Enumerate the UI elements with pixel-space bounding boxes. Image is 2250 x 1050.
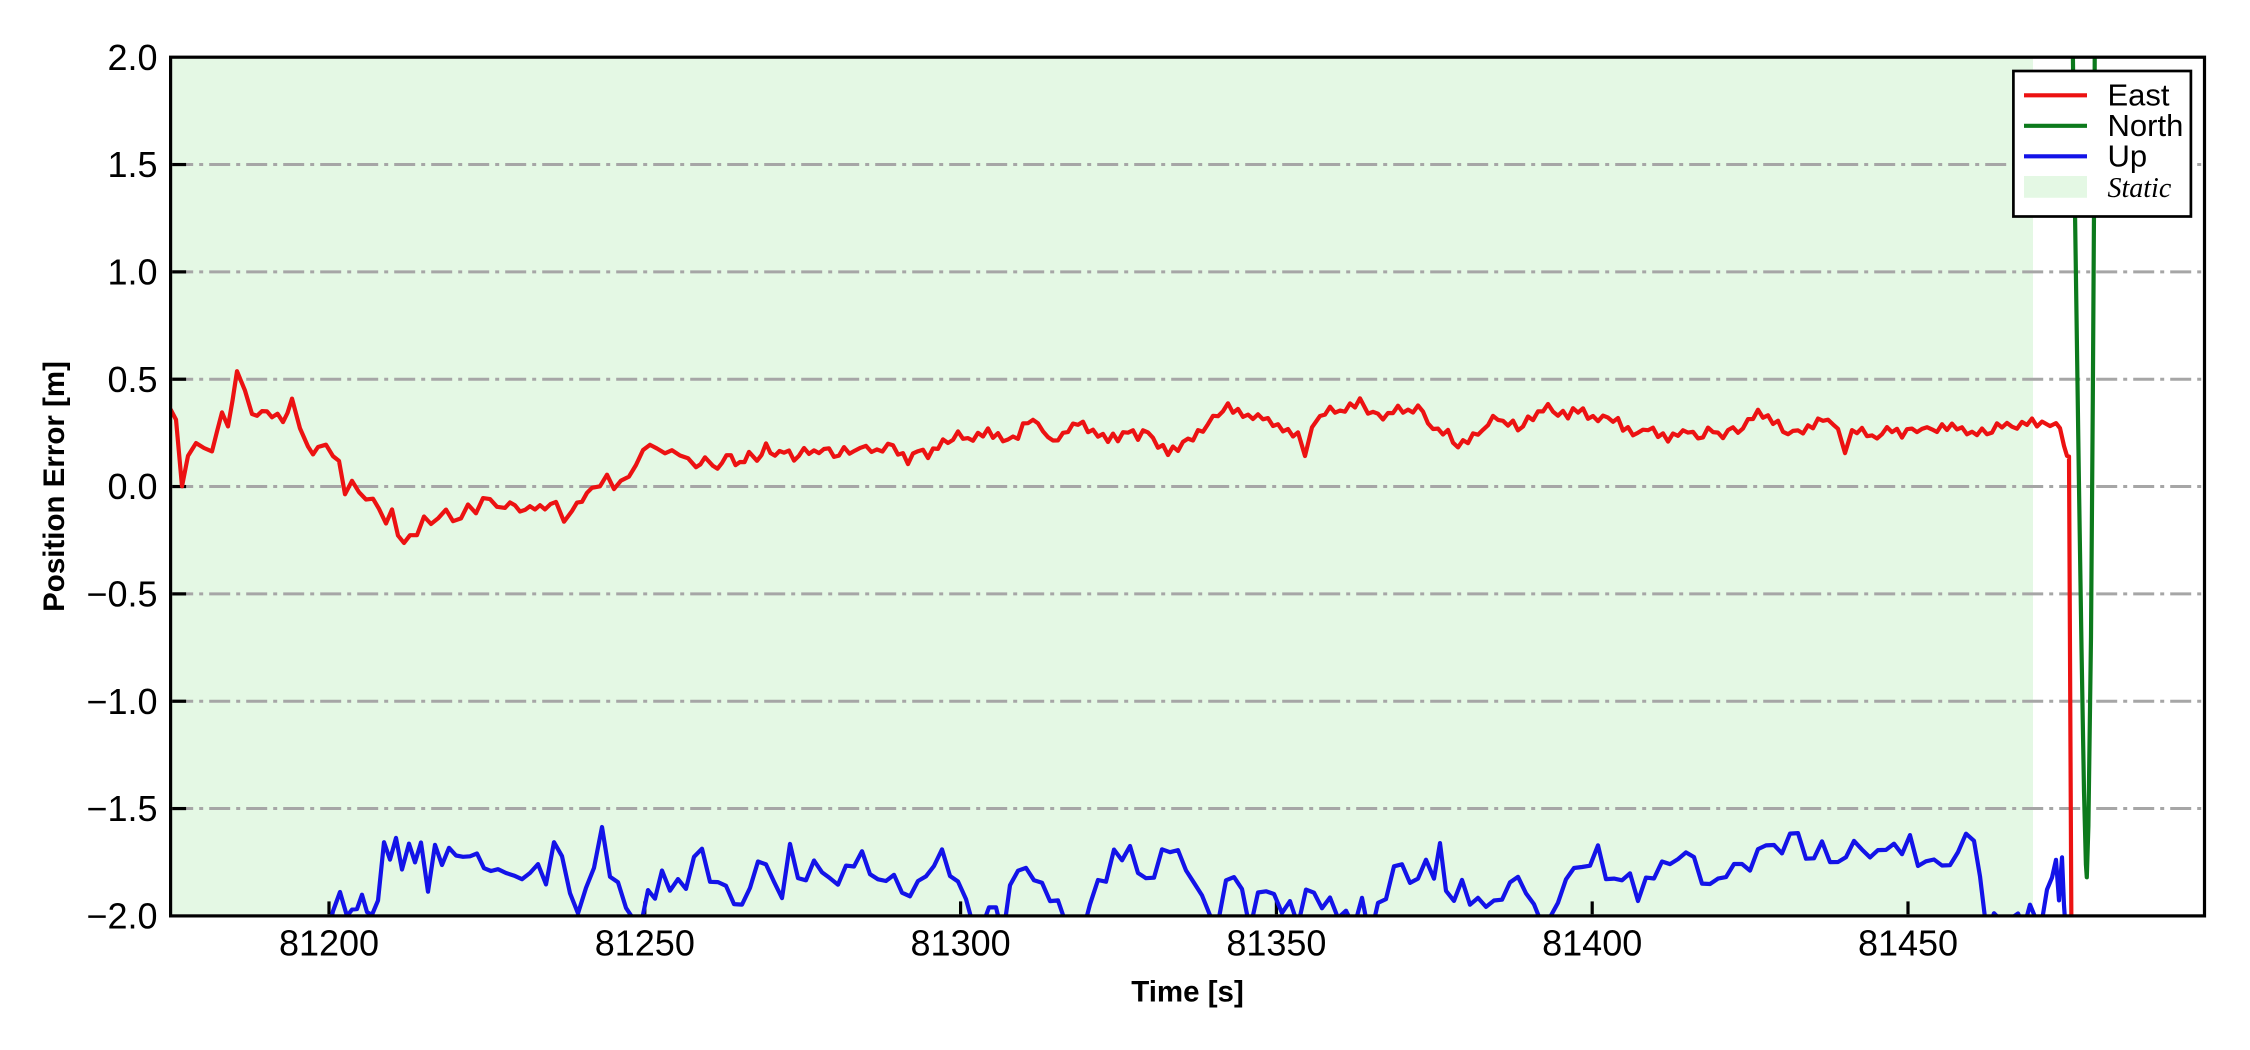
svg-text:1.5: 1.5: [107, 144, 157, 185]
svg-text:81200: 81200: [279, 923, 379, 964]
svg-text:0.0: 0.0: [107, 466, 157, 507]
svg-text:81250: 81250: [595, 923, 695, 964]
svg-text:Position Error [m]: Position Error [m]: [38, 361, 71, 612]
svg-text:North: North: [2108, 108, 2184, 143]
svg-text:−2.0: −2.0: [86, 896, 157, 937]
svg-text:81450: 81450: [1858, 923, 1958, 964]
svg-text:81400: 81400: [1542, 923, 1642, 964]
svg-text:−1.0: −1.0: [86, 681, 157, 722]
svg-text:East: East: [2108, 77, 2170, 112]
svg-text:Time [s]: Time [s]: [1131, 976, 1244, 1009]
svg-text:Up: Up: [2108, 138, 2148, 173]
svg-text:81350: 81350: [1226, 923, 1326, 964]
svg-text:−0.5: −0.5: [86, 574, 157, 615]
svg-text:81300: 81300: [911, 923, 1011, 964]
svg-text:1.0: 1.0: [107, 252, 157, 293]
svg-text:−1.5: −1.5: [86, 788, 157, 829]
svg-text:Static: Static: [2108, 173, 2172, 204]
svg-text:2.0: 2.0: [107, 37, 157, 78]
svg-text:0.5: 0.5: [107, 359, 157, 400]
